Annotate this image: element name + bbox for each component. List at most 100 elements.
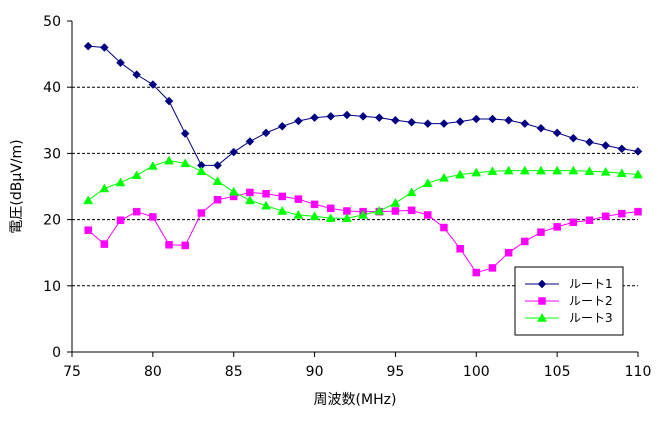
data-point xyxy=(585,137,594,147)
data-point xyxy=(553,223,561,231)
data-point xyxy=(423,119,433,128)
x-tick-label: 95 xyxy=(387,364,405,380)
data-point xyxy=(116,216,125,225)
data-point xyxy=(261,128,271,138)
data-point xyxy=(390,198,401,207)
data-point xyxy=(536,123,546,133)
data-point xyxy=(213,160,222,170)
data-point xyxy=(294,116,303,126)
data-point xyxy=(148,80,158,89)
series-3 xyxy=(83,155,643,223)
series-group xyxy=(83,41,643,277)
x-tick-label: 90 xyxy=(306,364,324,380)
data-point xyxy=(455,117,465,126)
data-point xyxy=(440,223,448,232)
data-point xyxy=(633,147,643,156)
data-point xyxy=(616,168,627,178)
data-point xyxy=(115,177,126,187)
data-point xyxy=(83,41,93,51)
data-point xyxy=(568,165,579,175)
data-point xyxy=(212,176,223,185)
data-point xyxy=(165,241,173,249)
data-point xyxy=(633,169,643,179)
data-point xyxy=(537,228,545,236)
x-tick-label: 85 xyxy=(225,364,243,380)
data-point xyxy=(585,216,594,225)
data-point xyxy=(552,165,563,175)
data-point xyxy=(536,165,546,175)
y-axis-label: 電圧(dBμV/m) xyxy=(9,139,25,233)
data-point xyxy=(228,186,239,196)
data-point xyxy=(439,119,449,128)
series-2 xyxy=(84,188,642,277)
legend-marker xyxy=(537,312,547,322)
data-point xyxy=(374,113,384,123)
data-point xyxy=(358,209,369,219)
data-point xyxy=(116,58,125,68)
data-point xyxy=(277,121,287,131)
data-point xyxy=(634,207,642,216)
data-point xyxy=(600,166,611,176)
data-point xyxy=(164,155,174,165)
x-tick-label: 110 xyxy=(625,364,652,380)
data-point xyxy=(569,218,578,226)
data-point xyxy=(341,213,352,223)
data-point xyxy=(487,166,498,176)
data-point xyxy=(342,110,352,120)
data-point xyxy=(601,141,611,150)
data-point xyxy=(277,205,288,215)
data-point xyxy=(244,195,255,205)
data-point xyxy=(391,115,400,125)
data-point xyxy=(180,158,191,168)
data-point xyxy=(278,192,286,201)
data-point xyxy=(229,147,239,157)
data-point xyxy=(471,167,482,177)
data-point xyxy=(131,170,142,179)
data-point xyxy=(439,172,449,182)
data-point xyxy=(374,205,385,215)
data-point xyxy=(422,178,433,187)
y-tick-label: 50 xyxy=(43,14,61,30)
data-point xyxy=(84,226,92,234)
legend-item: ルート3 xyxy=(525,311,613,325)
y-tick-label: 30 xyxy=(43,146,61,162)
x-tick-label: 100 xyxy=(463,364,490,380)
data-point xyxy=(503,165,514,175)
data-point xyxy=(147,160,158,170)
y-tick-label: 20 xyxy=(43,213,61,229)
x-tick-label: 80 xyxy=(144,364,162,380)
data-point xyxy=(262,190,270,198)
data-point xyxy=(246,188,254,197)
legend-label: ルート2 xyxy=(569,294,613,308)
data-point xyxy=(504,115,513,125)
data-point xyxy=(149,213,157,221)
data-point xyxy=(519,165,530,175)
axes xyxy=(67,20,639,357)
series-line xyxy=(88,45,639,166)
data-point xyxy=(601,212,610,221)
x-tick-label: 75 xyxy=(63,364,81,380)
data-point xyxy=(618,209,626,218)
data-point xyxy=(245,137,255,146)
grid-lines xyxy=(72,86,638,287)
data-point xyxy=(99,43,109,52)
data-point xyxy=(358,111,368,121)
x-axis-label: 周波数(MHz) xyxy=(314,392,397,408)
data-point xyxy=(407,117,416,127)
data-point xyxy=(83,195,94,205)
data-point xyxy=(504,248,513,257)
data-point xyxy=(617,144,627,154)
data-point xyxy=(100,240,109,248)
data-point xyxy=(132,70,142,79)
data-point xyxy=(213,195,222,204)
data-point xyxy=(472,268,481,277)
legend-label: ルート3 xyxy=(569,311,613,325)
data-point xyxy=(325,213,336,223)
data-point xyxy=(520,119,530,128)
data-point xyxy=(310,200,319,209)
series-line xyxy=(87,191,639,274)
data-point xyxy=(180,129,190,138)
data-point xyxy=(309,211,320,221)
y-tick-label: 40 xyxy=(43,80,61,96)
series-1 xyxy=(83,41,643,170)
